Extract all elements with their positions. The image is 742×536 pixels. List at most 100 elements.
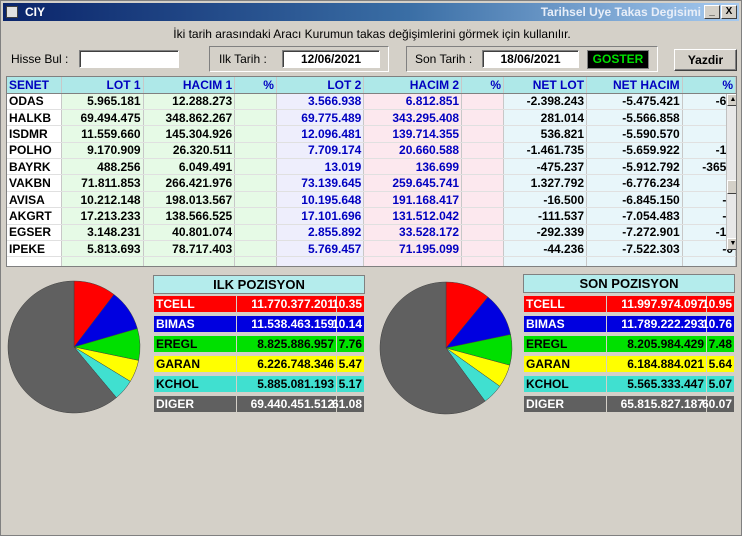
column-header[interactable]: % [461,77,505,94]
grid-cell[interactable]: ODAS [7,93,62,110]
grid-cell[interactable] [234,224,277,242]
grid-cell[interactable]: IPEKE [7,240,62,258]
grid-cell[interactable]: 78.717.403 [143,240,236,258]
grid-cell[interactable]: -16.500 [503,191,588,209]
grid-cell[interactable]: 17.101.696 [276,207,365,225]
grid-cell[interactable]: 10.212.148 [61,191,144,209]
grid-cell[interactable]: 2.855.892 [276,224,365,242]
grid-cell[interactable]: 7.709.174 [276,142,365,160]
grid-cell[interactable]: 139.714.355 [363,125,463,143]
data-grid[interactable]: SENET LOT 1 HACIM 1% LOT 2 HACIM 2% NET LOT NE… [6,76,737,267]
grid-cell[interactable] [234,174,277,192]
table-row[interactable]: EGSER 3.148.231 40.801.074 2.855.892 33.528.… [7,224,736,242]
table-row[interactable]: ODAS 5.965.181 12.288.273 3.566.938 6.812.85… [7,93,736,110]
grid-cell[interactable] [586,256,683,266]
grid-cell[interactable]: -6.776.234 [586,174,683,192]
ilk-tarih-field[interactable]: 12/06/2021 [282,50,380,68]
close-button[interactable]: X [721,5,737,19]
grid-cell[interactable]: -111.537 [503,207,588,225]
grid-cell[interactable]: 5.965.181 [61,93,144,110]
column-header[interactable]: % [234,77,277,94]
grid-cell[interactable]: 1.327.792 [503,174,588,192]
hisse-bul-text[interactable] [80,51,178,67]
column-header[interactable]: SENET [7,77,62,94]
grid-cell[interactable]: -292.339 [503,224,588,242]
grid-cell[interactable]: 26.320.511 [143,142,236,160]
column-header[interactable]: LOT 1 [61,77,144,94]
grid-cell[interactable] [234,142,277,160]
grid-cell[interactable]: 5.813.693 [61,240,144,258]
grid-cell[interactable] [461,93,505,110]
scroll-up-arrow-icon[interactable]: ▲ [727,94,736,106]
grid-cell[interactable]: 3.566.938 [276,93,365,110]
grid-cell[interactable] [234,191,277,209]
grid-cell[interactable]: 69.775.489 [276,109,365,127]
grid-cell[interactable]: 12.096.481 [276,125,365,143]
table-row[interactable]: POLHO 9.170.909 26.320.511 7.709.174 20.660.… [7,142,736,160]
grid-cell[interactable]: POLHO [7,142,62,160]
grid-cell[interactable]: -6.845.150 [586,191,683,209]
grid-cell[interactable]: AKGRT [7,207,62,225]
grid-cell[interactable] [503,256,588,266]
grid-cell[interactable]: 488.256 [61,158,144,176]
grid-cell[interactable] [234,207,277,225]
column-header[interactable]: % [682,77,736,94]
grid-cell[interactable] [461,125,505,143]
grid-cell[interactable] [234,93,277,110]
son-tarih-field[interactable]: 18/06/2021 [482,50,579,68]
grid-cell[interactable] [61,256,144,266]
table-row[interactable]: BAYRK 488.256 6.049.491 13.019 136.699 -475.2… [7,158,736,176]
grid-cell[interactable]: 9.170.909 [61,142,144,160]
scroll-down-arrow-icon[interactable]: ▼ [727,238,736,250]
minimize-button[interactable]: _ [704,5,720,19]
goster-button[interactable]: GOSTER [587,50,649,69]
grid-cell[interactable]: -44.236 [503,240,588,258]
grid-cell[interactable]: 13.019 [276,158,365,176]
grid-cell[interactable] [461,158,505,176]
grid-cell[interactable]: 12.288.273 [143,93,236,110]
grid-cell[interactable]: HALKB [7,109,62,127]
grid-cell[interactable]: 10.195.648 [276,191,365,209]
grid-cell[interactable]: -7.272.901 [586,224,683,242]
grid-cell[interactable] [461,174,505,192]
grid-cell[interactable]: -475.237 [503,158,588,176]
grid-cell[interactable] [461,256,505,266]
grid-cell[interactable]: 3.148.231 [61,224,144,242]
grid-cell[interactable]: 536.821 [503,125,588,143]
grid-cell[interactable]: ISDMR [7,125,62,143]
grid-cell[interactable] [143,256,236,266]
grid-cell[interactable] [276,256,365,266]
scroll-thumb[interactable] [727,180,736,194]
grid-cell[interactable]: 33.528.172 [363,224,463,242]
grid-cell[interactable]: 131.512.042 [363,207,463,225]
column-header[interactable]: HACIM 1 [143,77,236,94]
table-row[interactable]: ISDMR 11.559.660 145.304.926 12.096.481 139.… [7,125,736,143]
grid-cell[interactable]: VAKBN [7,174,62,192]
yazdir-button[interactable]: Yazdir [674,49,737,71]
grid-cell[interactable]: 6.812.851 [363,93,463,110]
table-row[interactable]: HALKB 69.494.475 348.862.267 69.775.489 343.… [7,109,736,127]
grid-cell[interactable]: 69.494.475 [61,109,144,127]
grid-cell[interactable] [682,256,736,266]
grid-cell[interactable]: -7.522.303 [586,240,683,258]
table-row[interactable]: AKGRT 17.213.233 138.566.525 17.101.696 131.… [7,207,736,225]
grid-cell[interactable]: 5.769.457 [276,240,365,258]
column-header[interactable]: HACIM 2 [363,77,463,94]
grid-cell[interactable]: 71.195.099 [363,240,463,258]
grid-cell[interactable]: -5.566.858 [586,109,683,127]
table-row[interactable]: VAKBN 71.811.853 266.421.976 73.139.645 259.… [7,174,736,192]
grid-cell[interactable]: -5.659.922 [586,142,683,160]
grid-cell[interactable] [234,240,277,258]
grid-cell[interactable]: 281.014 [503,109,588,127]
grid-cell[interactable] [461,142,505,160]
grid-cell[interactable]: -67 [682,93,736,110]
grid-cell[interactable] [363,256,463,266]
grid-cell[interactable] [461,240,505,258]
grid-vertical-scrollbar[interactable]: ▲ ▼ [726,94,736,250]
grid-cell[interactable] [461,207,505,225]
grid-cell[interactable]: -5.590.570 [586,125,683,143]
grid-cell[interactable] [234,158,277,176]
table-row[interactable]: IPEKE 5.813.693 78.717.403 5.769.457 71.195.… [7,240,736,258]
grid-cell[interactable]: 343.295.408 [363,109,463,127]
hisse-bul-input[interactable] [79,50,179,68]
